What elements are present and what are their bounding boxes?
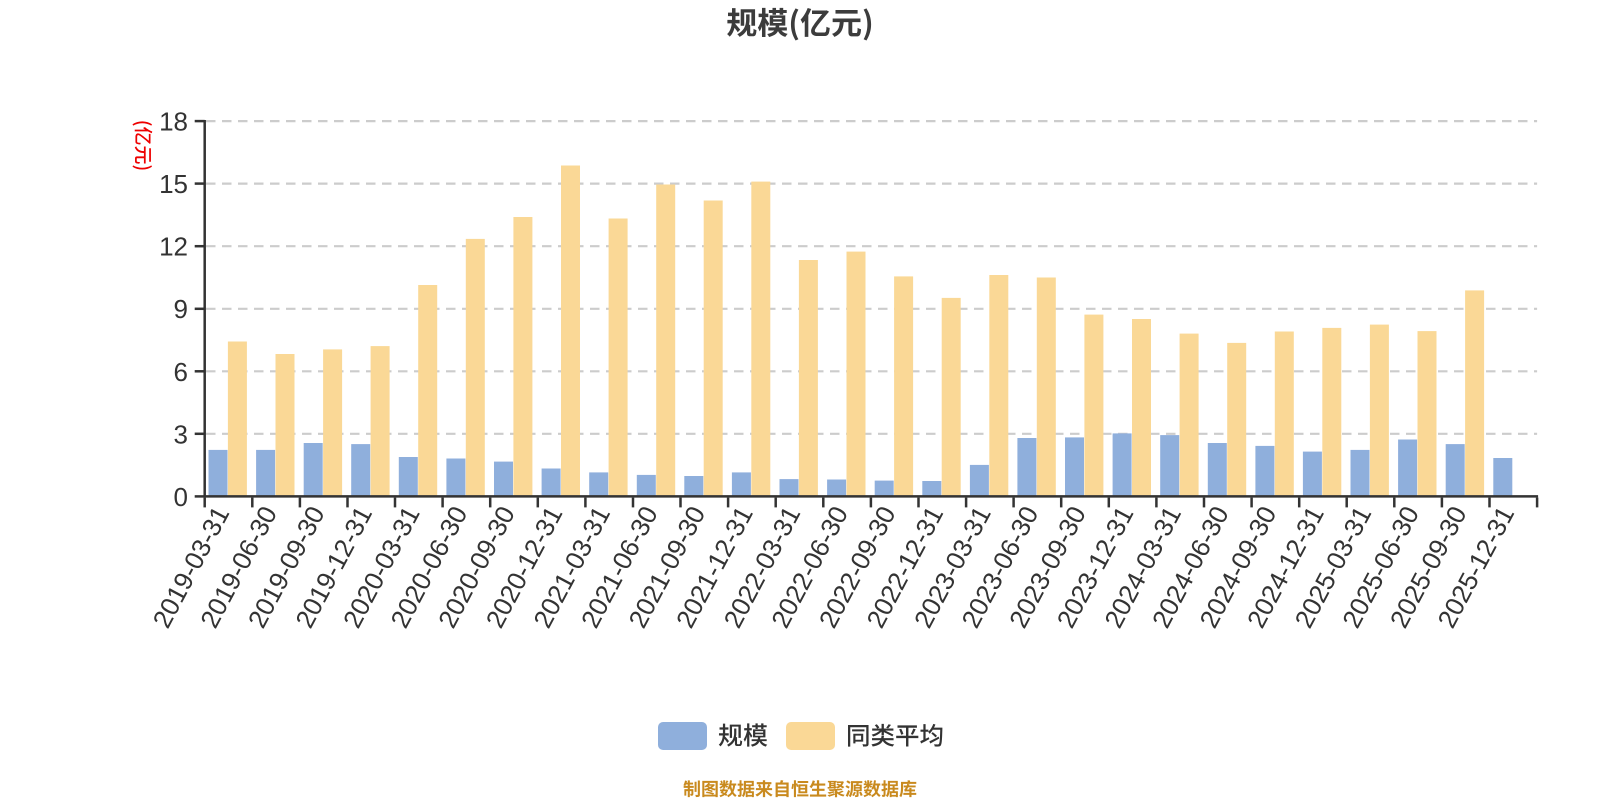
svg-text:15: 15: [159, 169, 188, 199]
svg-text:3: 3: [174, 419, 188, 449]
svg-text:0: 0: [174, 482, 188, 512]
svg-text:9: 9: [174, 294, 188, 324]
svg-text:6: 6: [174, 357, 188, 387]
svg-text:12: 12: [159, 232, 188, 262]
svg-text:18: 18: [159, 107, 188, 137]
